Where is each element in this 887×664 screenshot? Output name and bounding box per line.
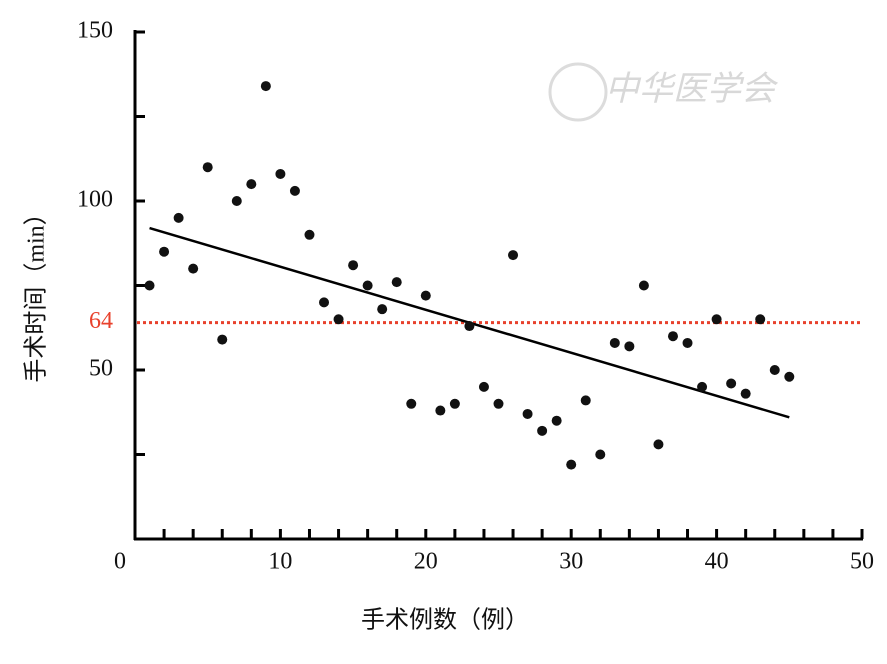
data-point	[522, 408, 533, 419]
x-tick-label: 0	[114, 549, 126, 575]
data-point	[362, 280, 373, 291]
data-point	[711, 314, 722, 325]
data-point	[508, 250, 519, 261]
data-point	[638, 280, 649, 291]
data-point	[609, 337, 620, 348]
data-point	[551, 415, 562, 426]
data-point	[217, 334, 228, 345]
data-point	[478, 381, 489, 392]
data-point	[144, 280, 155, 291]
x-tick-label: 30	[559, 549, 583, 575]
data-point	[435, 405, 446, 416]
data-point	[566, 459, 577, 470]
data-point	[333, 314, 344, 325]
data-point	[653, 439, 664, 450]
x-axis-label: 手术例数（例）	[361, 607, 529, 634]
data-point	[420, 290, 431, 301]
data-point	[377, 304, 388, 315]
data-point	[319, 297, 330, 308]
data-point	[697, 381, 708, 392]
data-point	[493, 398, 504, 409]
data-point	[260, 81, 271, 92]
data-point	[304, 229, 315, 240]
data-point	[348, 260, 359, 271]
reference-label: 64	[89, 308, 113, 334]
data-point	[449, 398, 460, 409]
data-point	[231, 196, 242, 206]
y-tick-label: 150	[77, 18, 113, 44]
data-point	[246, 179, 257, 190]
data-point	[667, 331, 678, 342]
x-tick-label: 10	[268, 549, 292, 575]
data-point	[173, 212, 184, 223]
x-tick-label: 40	[705, 549, 729, 575]
data-point	[580, 395, 591, 406]
data-point	[202, 162, 213, 173]
data-point	[726, 378, 737, 389]
data-point	[595, 449, 606, 460]
data-point	[784, 371, 795, 382]
y-tick-label: 100	[77, 187, 113, 213]
data-point	[755, 314, 766, 325]
data-point	[391, 277, 402, 288]
data-point	[537, 425, 548, 436]
x-tick-label: 50	[850, 549, 874, 575]
y-axis-label: 手术时间（min）	[23, 201, 50, 382]
x-tick-label: 20	[414, 549, 438, 575]
data-point	[406, 398, 417, 409]
data-point	[289, 185, 300, 196]
watermark-logo	[548, 62, 608, 122]
data-point	[464, 321, 475, 332]
data-point	[769, 365, 780, 375]
y-tick-label: 50	[89, 356, 113, 382]
data-point	[275, 168, 286, 179]
data-point	[682, 337, 693, 348]
data-point	[740, 388, 751, 399]
watermark: 中华医学会	[605, 71, 779, 108]
data-point	[624, 341, 635, 352]
data-point	[159, 246, 170, 257]
data-point	[188, 263, 199, 274]
